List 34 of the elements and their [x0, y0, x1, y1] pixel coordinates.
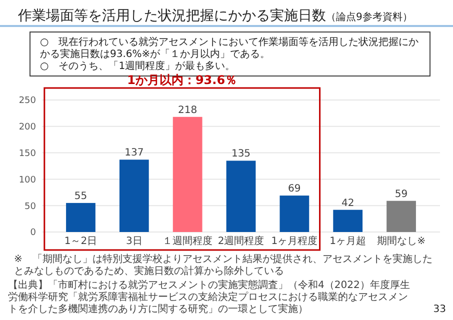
bar	[386, 200, 416, 232]
bar	[226, 160, 256, 232]
bar	[172, 116, 202, 232]
y-tick-label: 250	[18, 96, 36, 106]
data-label: 59	[394, 188, 408, 200]
text: 33	[433, 304, 446, 315]
bar	[119, 160, 149, 232]
text: ○ そのうち、「1週間程度」が最も多い。	[40, 60, 236, 72]
y-tick-label: 50	[24, 202, 36, 212]
x-tick-label: 1～2日	[64, 236, 98, 247]
y-tick-label: 200	[18, 122, 36, 133]
data-label: 55	[74, 190, 88, 202]
text: 【出典】「市町村における就労アセスメントの実施実態調査」（令和4（2022）年度厚生労働科学研究「就労系障害福祉サービスの支給決定プロセスにおける職業的なアセスメントを介した多機関連携のあり方に関する研究」の一環として実施）	[8, 279, 410, 315]
x-tick-label: １週間程度	[162, 235, 213, 247]
bar	[66, 202, 96, 232]
text: ※ 「期間なし」は特別支援学校よりアセスメント結果が提供され、アセスメントを実施したとみなしものであるため、実施日数の計算から除外している	[14, 253, 432, 277]
text: ○ 現在行われている就労アセスメントにおいて作業場面等を活用した状況把握にかかる実施日数は93.6%※が「１か月以内」である。	[40, 36, 419, 60]
y-tick-label: 0	[30, 228, 36, 238]
data-label: 69	[288, 184, 301, 195]
bar	[280, 196, 310, 232]
x-tick-label: 1ヶ月超	[330, 235, 366, 247]
y-tick-label: 100	[18, 175, 36, 186]
x-tick-label: 3日	[126, 236, 142, 247]
x-tick-label: 期間なし※	[377, 235, 426, 247]
text: 1か月以内：93.6％	[127, 73, 238, 87]
y-tick-label: 150	[18, 148, 36, 159]
data-label: 42	[341, 198, 354, 209]
x-tick-label: 1ヶ月程度	[271, 235, 318, 247]
chart-subtitle: （論点9参考資料）	[326, 11, 412, 23]
data-label: 137	[124, 148, 144, 159]
bar	[333, 210, 363, 232]
data-label: 218	[178, 104, 198, 116]
x-tick-label: 2週間程度	[218, 235, 264, 247]
data-label: 135	[231, 148, 251, 160]
